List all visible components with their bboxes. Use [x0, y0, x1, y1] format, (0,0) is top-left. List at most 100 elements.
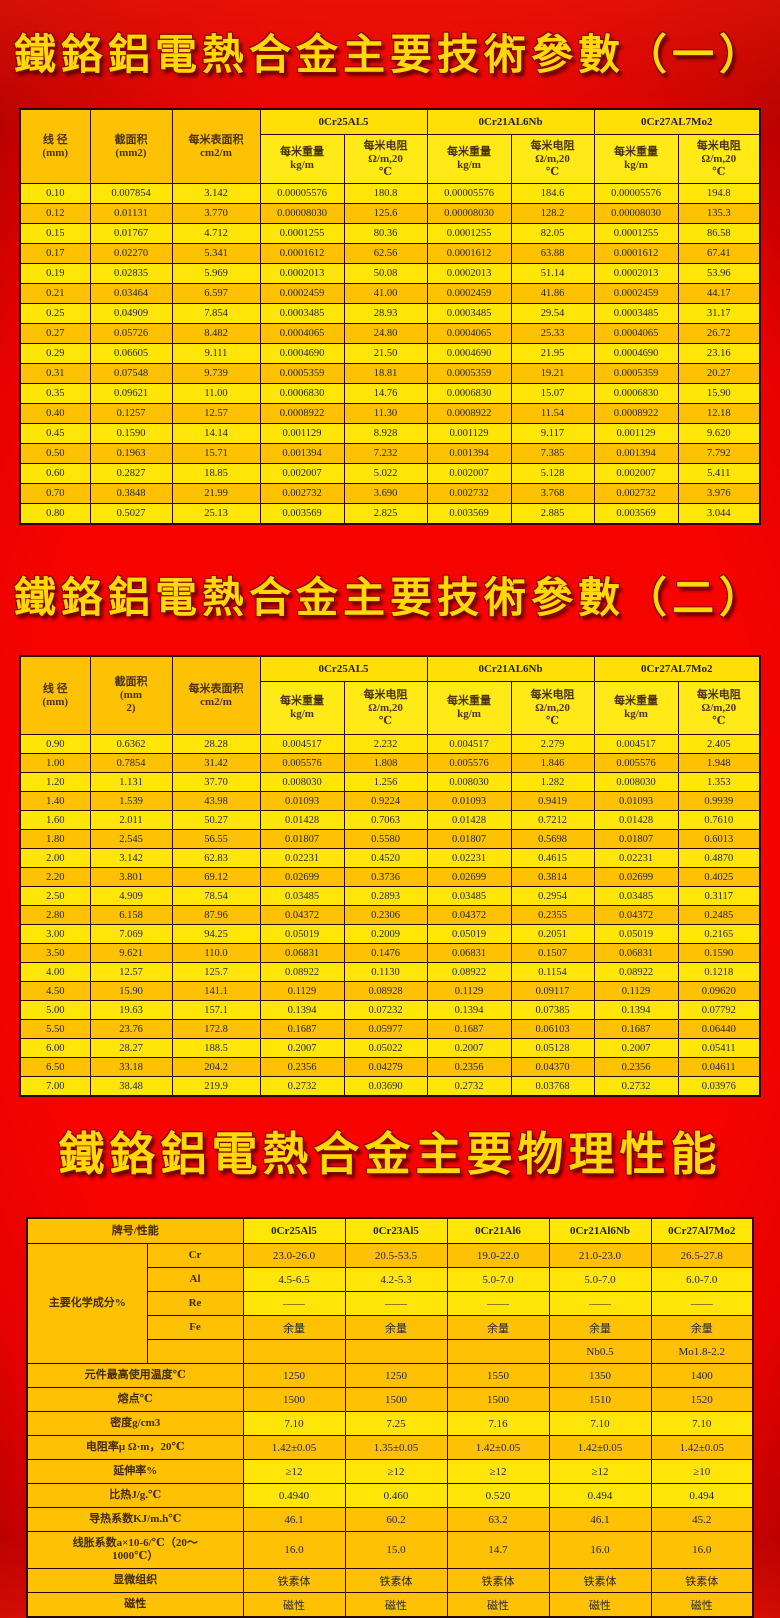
data-row: 0.17 0.02270 5.341 0.0001612 62.56 0.0001612 6…	[19, 243, 761, 264]
value-cell: 1250	[242, 1363, 346, 1388]
value-cell: 15.0	[344, 1531, 448, 1569]
value-cell: 1.353	[677, 772, 761, 792]
value-cell: 磁性	[548, 1592, 652, 1618]
value-cell: 0.005576	[593, 753, 679, 773]
value-cell: 0.00008030	[259, 203, 345, 224]
value-cell: 0.9939	[677, 791, 761, 811]
value-cell: 0.04370	[510, 1057, 595, 1077]
value-cell: 20.27	[677, 363, 761, 384]
value-cell: 16.0	[650, 1531, 754, 1569]
value-cell: 82.05	[510, 223, 595, 244]
grade-header: 0Cr25Al5	[242, 1217, 346, 1244]
data-row: 2.50 4.909 78.54 0.03485 0.2893 0.03485 0.2954…	[19, 886, 761, 906]
value-cell: 19.0-22.0	[446, 1243, 550, 1268]
table-2-body: 0.90 0.6362 28.28 0.004517 2.232 0.004517 2.27…	[19, 734, 761, 1097]
value-cell: 0.7610	[677, 810, 761, 830]
section-title-params-2: 鐵鉻鋁電熱合金主要技術參數（二）	[13, 576, 766, 622]
chemistry-row: Al 4.5-6.5 4.2-5.3 5.0-7.0 5.0-7.0 6.0-7.0	[27, 1267, 754, 1292]
value-cell: 1.35±0.05	[344, 1435, 448, 1460]
value-cell: 0.2007	[426, 1038, 512, 1058]
table-1-body: 0.10 0.007854 3.142 0.00005576 180.8 0.000055…	[19, 183, 761, 525]
value-cell: 0.003569	[259, 503, 345, 525]
value-cell: 0.1963	[89, 443, 173, 464]
sub-header-weight: 每米重量 kg/m	[259, 134, 345, 184]
property-row: 导热系数KJ/m.h℃ 46.1 60.2 63.2 46.1 45.2	[26, 1507, 754, 1532]
value-cell: 31.42	[171, 753, 261, 773]
value-cell: 0.1154	[510, 962, 595, 982]
value-cell: 0.008030	[426, 772, 512, 792]
value-cell: 铁素体	[242, 1568, 346, 1593]
value-cell: 0.2356	[593, 1057, 679, 1077]
value-cell: 7.854	[171, 303, 261, 324]
value-cell: 0.02699	[259, 867, 345, 887]
value-cell: 0.008030	[593, 772, 679, 792]
value-cell: 0.08922	[426, 962, 512, 982]
value-cell: 1250	[344, 1363, 448, 1388]
value-cell: 9.621	[89, 943, 173, 963]
value-cell: 0.09117	[510, 981, 595, 1001]
value-cell: 7.10	[242, 1411, 346, 1436]
value-cell: 磁性	[650, 1592, 754, 1618]
data-row: 0.19 0.02835 5.969 0.0002013 50.08 0.0002013 5…	[19, 263, 761, 284]
value-cell: 0.1687	[426, 1019, 512, 1039]
property-row: 电阻率μ Ω·m，20℃ 1.42±0.05 1.35±0.05 1.42±0.05 1…	[26, 1435, 754, 1460]
value-cell: 21.95	[510, 343, 595, 364]
value-cell: 1.131	[89, 772, 173, 792]
value-cell: 16.0	[548, 1531, 652, 1569]
value-cell: 0.1687	[593, 1019, 679, 1039]
chemistry-row: Re —— —— —— —— ——	[27, 1291, 754, 1316]
value-cell: 25.33	[510, 323, 595, 344]
diameter-cell: 0.29	[19, 343, 91, 364]
value-cell: 0.01093	[593, 791, 679, 811]
data-row: 7.00 38.48 219.9 0.2732 0.03690 0.2732 0.03768…	[19, 1076, 761, 1097]
value-cell: Mo1.8-2.2	[650, 1339, 754, 1364]
value-cell: 0.2732	[593, 1076, 679, 1097]
value-cell: ≥12	[242, 1459, 346, 1484]
value-cell: 0.0008922	[259, 403, 345, 424]
diameter-cell: 1.40	[19, 791, 91, 811]
value-cell: 15.90	[677, 383, 761, 404]
property-label: 磁性	[26, 1592, 244, 1618]
value-cell: 0.03485	[259, 886, 345, 906]
diameter-cell: 6.00	[19, 1038, 91, 1058]
value-cell: 0.002732	[259, 483, 345, 504]
value-cell: 0.1130	[343, 962, 428, 982]
header-row-alloys: 线 径 (mm) 截面积 (mm2) 每米表面积 cm2/m 0Cr25AL5 …	[19, 108, 761, 184]
data-row: 6.50 33.18 204.2 0.2356 0.04279 0.2356 0.04370…	[19, 1057, 761, 1077]
value-cell: 23.16	[677, 343, 761, 364]
value-cell: 24.80	[343, 323, 428, 344]
value-cell: 0.1129	[426, 981, 512, 1001]
value-cell: 2.545	[89, 829, 173, 849]
value-cell: 0.1590	[677, 943, 761, 963]
data-row: 0.12 0.01131 3.770 0.00008030 125.6 0.0000803…	[19, 203, 761, 224]
value-cell: 0.07232	[343, 1000, 428, 1020]
value-cell: 0.001394	[593, 443, 679, 464]
table-physical-properties: 牌号/性能 0Cr25Al5 0Cr23Al5 0Cr21Al6 0Cr21Al…	[26, 1217, 754, 1618]
value-cell: 0.0001255	[426, 223, 512, 244]
value-cell: 0.05019	[259, 924, 345, 944]
sub-header-weight: 每米重量 kg/m	[259, 681, 345, 735]
value-cell: 0.1257	[89, 403, 173, 424]
col-header-surface-area: 每米表面积 cm2/m	[171, 108, 261, 184]
element-label: Re	[146, 1291, 244, 1316]
data-row: 2.80 6.158 87.96 0.04372 0.2306 0.04372 0.2355…	[19, 905, 761, 925]
sub-header-weight: 每米重量 kg/m	[593, 134, 679, 184]
value-cell: 5.128	[510, 463, 595, 484]
value-cell: 87.96	[171, 905, 261, 925]
value-cell: 0.2954	[510, 886, 595, 906]
value-cell: 0.02231	[426, 848, 512, 868]
value-cell: 0.04909	[89, 303, 173, 324]
value-cell: 44.17	[677, 283, 761, 304]
value-cell: 21.99	[171, 483, 261, 504]
data-row: 5.00 19.63 157.1 0.1394 0.07232 0.1394 0.07385…	[19, 1000, 761, 1020]
header-row-alloys: 线 径 (mm) 截面积 (mm 2) 每米表面积 cm2/m 0Cr25AL5…	[19, 655, 761, 735]
value-cell: 46.1	[548, 1507, 652, 1532]
diameter-cell: 4.50	[19, 981, 91, 1001]
value-cell: 0.06605	[89, 343, 173, 364]
diameter-cell: 2.20	[19, 867, 91, 887]
value-cell: 110.0	[171, 943, 261, 963]
table-3-body: 主要化学成分% Cr 23.0-26.0 20.5-53.5 19.0-22.0 21.0…	[26, 1243, 754, 1618]
value-cell: 0.5698	[510, 829, 595, 849]
value-cell: 0.05022	[343, 1038, 428, 1058]
grade-header: 0Cr21Al6	[446, 1217, 550, 1244]
